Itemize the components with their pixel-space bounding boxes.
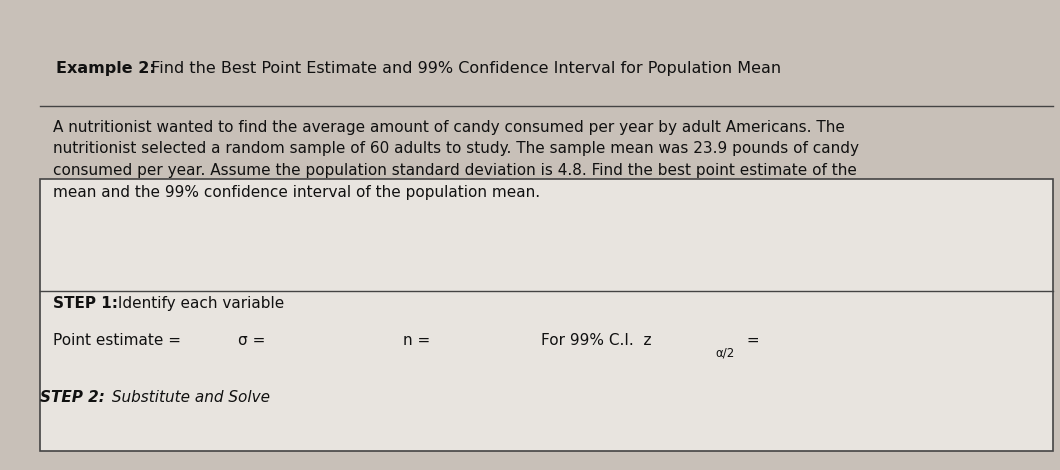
Text: n =: n =: [403, 333, 430, 348]
Text: For 99% C.I.  z: For 99% C.I. z: [541, 333, 651, 348]
Text: A nutritionist wanted to find the average amount of candy consumed per year by a: A nutritionist wanted to find the averag…: [53, 120, 859, 200]
Text: STEP 1:: STEP 1:: [53, 296, 118, 311]
Text: Example 2:: Example 2:: [56, 61, 156, 76]
Text: Point estimate =: Point estimate =: [53, 333, 181, 348]
Text: σ =: σ =: [238, 333, 266, 348]
Text: =: =: [742, 333, 760, 348]
Text: Identify each variable: Identify each variable: [113, 296, 285, 311]
Text: Find the Best Point Estimate and 99% Confidence Interval for Population Mean: Find the Best Point Estimate and 99% Con…: [146, 61, 781, 76]
Text: α/2: α/2: [716, 346, 735, 359]
Text: STEP 2:: STEP 2:: [40, 390, 105, 405]
FancyBboxPatch shape: [40, 179, 1053, 451]
Text: Substitute and Solve: Substitute and Solve: [107, 390, 270, 405]
